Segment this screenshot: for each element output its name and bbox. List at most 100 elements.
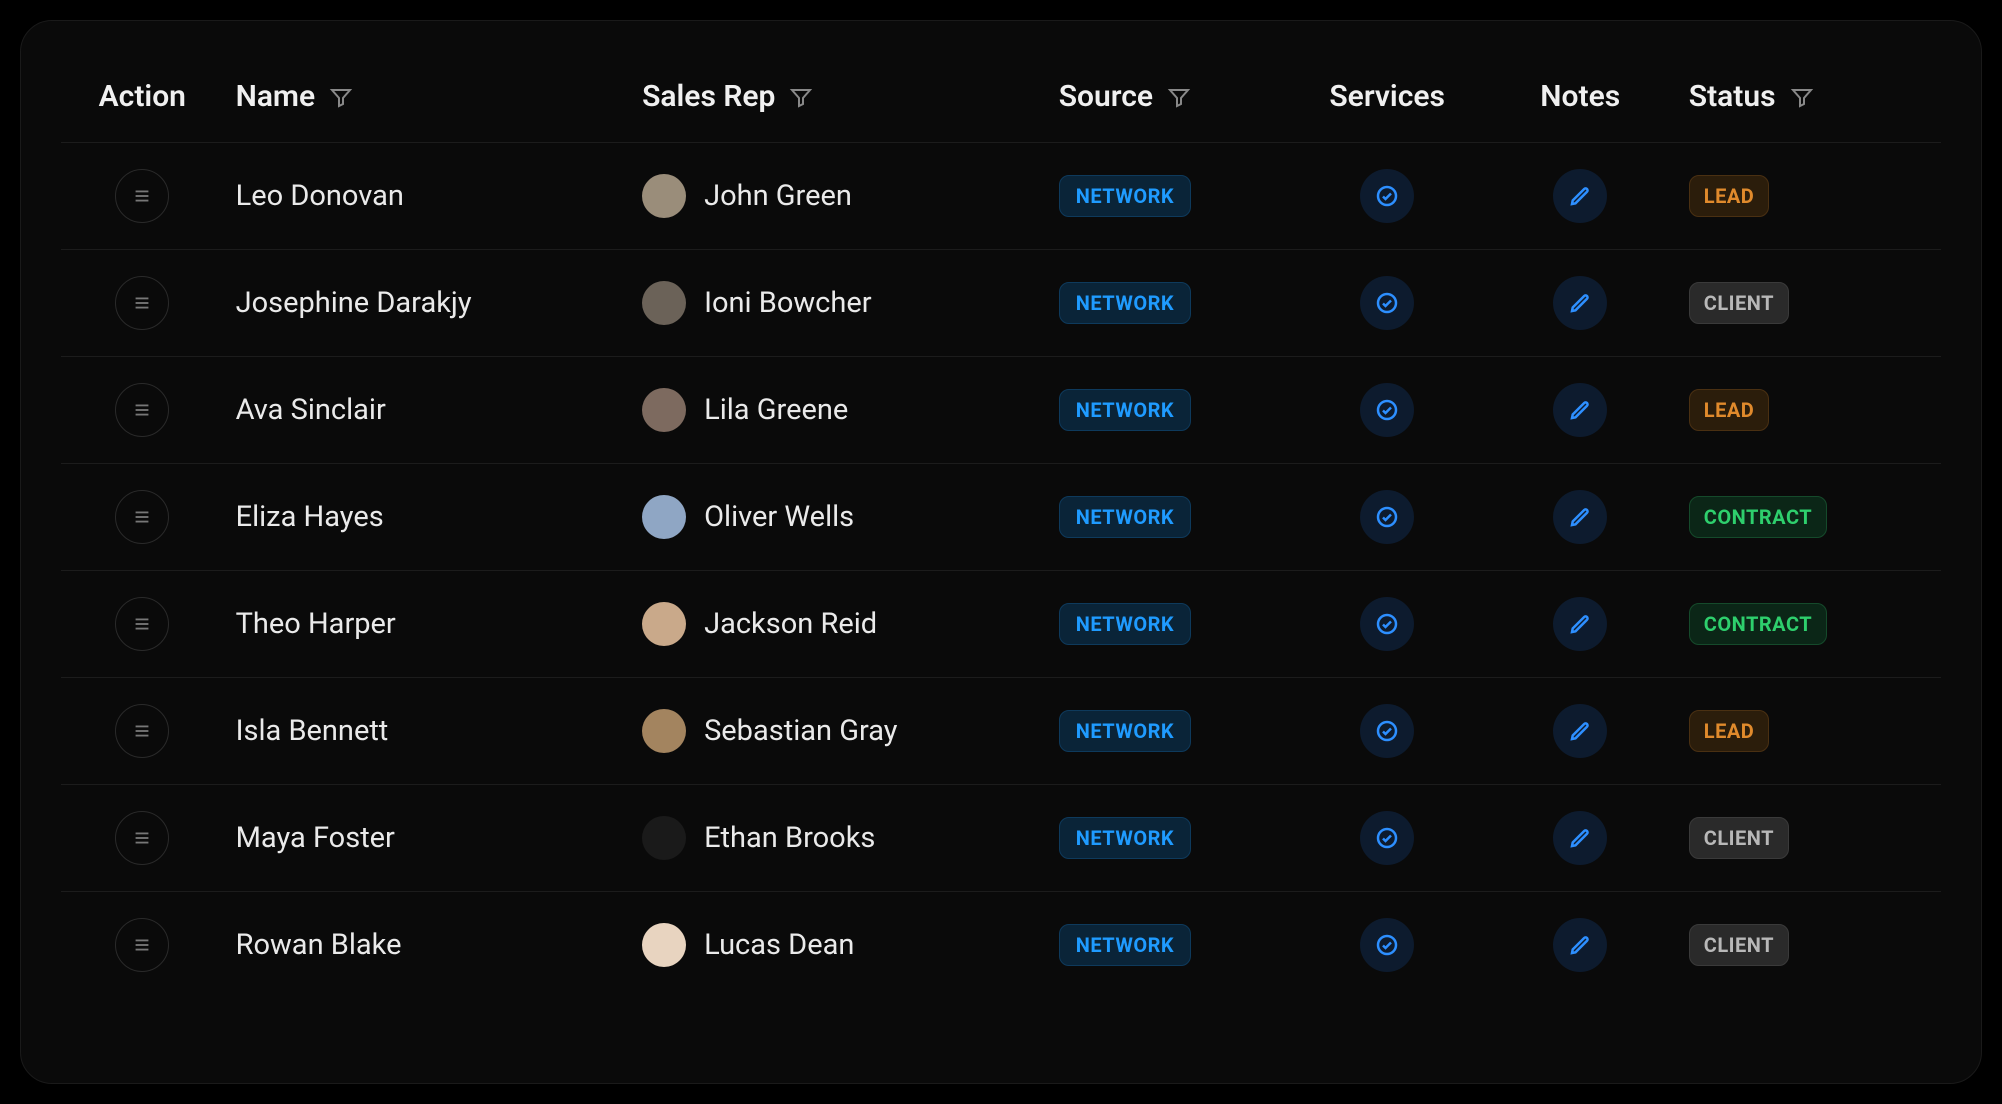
check-circle-icon [1375, 505, 1399, 529]
source-badge: NETWORK [1059, 603, 1191, 645]
source-badge: NETWORK [1059, 282, 1191, 324]
menu-icon [131, 399, 153, 421]
services-button[interactable] [1360, 918, 1414, 972]
pencil-icon [1568, 184, 1592, 208]
notes-button[interactable] [1553, 490, 1607, 544]
leads-table: Action Name Sales Rep Source [61, 61, 1941, 998]
check-circle-icon [1375, 612, 1399, 636]
col-header-notes: Notes [1484, 61, 1677, 143]
row-action-button[interactable] [115, 597, 169, 651]
notes-button[interactable] [1553, 276, 1607, 330]
pencil-icon [1568, 505, 1592, 529]
col-header-source[interactable]: Source [1047, 61, 1291, 143]
col-header-status[interactable]: Status [1677, 61, 1941, 143]
services-button[interactable] [1360, 811, 1414, 865]
sales-rep-cell: Sebastian Gray [642, 709, 1035, 753]
lead-name: Ava Sinclair [236, 393, 386, 427]
sales-rep-name: Ioni Bowcher [704, 286, 871, 320]
table-row: Isla Bennett Sebastian Gray NETWORK [61, 678, 1941, 785]
avatar [642, 495, 686, 539]
status-badge: CONTRACT [1689, 496, 1827, 538]
row-action-button[interactable] [115, 918, 169, 972]
pencil-icon [1568, 719, 1592, 743]
table-row: Josephine Darakjy Ioni Bowcher NETWORK [61, 250, 1941, 357]
avatar [642, 923, 686, 967]
sales-rep-cell: Lila Greene [642, 388, 1035, 432]
sales-rep-cell: Jackson Reid [642, 602, 1035, 646]
row-action-button[interactable] [115, 169, 169, 223]
lead-name: Theo Harper [236, 607, 396, 641]
lead-name: Maya Foster [236, 821, 395, 855]
col-header-label: Services [1329, 79, 1445, 114]
services-button[interactable] [1360, 490, 1414, 544]
sales-rep-cell: Oliver Wells [642, 495, 1035, 539]
col-header-salesrep[interactable]: Sales Rep [630, 61, 1047, 143]
filter-icon [789, 85, 813, 109]
notes-button[interactable] [1553, 597, 1607, 651]
table-row: Eliza Hayes Oliver Wells NETWORK [61, 464, 1941, 571]
notes-button[interactable] [1553, 918, 1607, 972]
menu-icon [131, 185, 153, 207]
source-badge: NETWORK [1059, 710, 1191, 752]
sales-rep-cell: Lucas Dean [642, 923, 1035, 967]
col-header-label: Notes [1540, 79, 1620, 114]
col-header-name[interactable]: Name [224, 61, 630, 143]
menu-icon [131, 613, 153, 635]
sales-rep-name: Lucas Dean [704, 928, 854, 962]
leads-table-panel: Action Name Sales Rep Source [20, 20, 1982, 1084]
lead-name: Eliza Hayes [236, 500, 384, 534]
pencil-icon [1568, 826, 1592, 850]
sales-rep-name: Oliver Wells [704, 500, 854, 534]
col-header-label: Source [1059, 79, 1153, 114]
notes-button[interactable] [1553, 169, 1607, 223]
col-header-label: Status [1689, 79, 1776, 114]
sales-rep-name: Lila Greene [704, 393, 848, 427]
source-badge: NETWORK [1059, 817, 1191, 859]
col-header-action: Action [61, 61, 224, 143]
services-button[interactable] [1360, 704, 1414, 758]
row-action-button[interactable] [115, 811, 169, 865]
filter-icon [329, 85, 353, 109]
notes-button[interactable] [1553, 383, 1607, 437]
lead-name: Leo Donovan [236, 179, 404, 213]
pencil-icon [1568, 398, 1592, 422]
services-button[interactable] [1360, 276, 1414, 330]
row-action-button[interactable] [115, 490, 169, 544]
check-circle-icon [1375, 398, 1399, 422]
check-circle-icon [1375, 184, 1399, 208]
table-row: Leo Donovan John Green NETWORK [61, 143, 1941, 250]
notes-button[interactable] [1553, 704, 1607, 758]
table-row: Theo Harper Jackson Reid NETWORK [61, 571, 1941, 678]
source-badge: NETWORK [1059, 389, 1191, 431]
sales-rep-name: Sebastian Gray [704, 714, 897, 748]
services-button[interactable] [1360, 383, 1414, 437]
menu-icon [131, 292, 153, 314]
menu-icon [131, 720, 153, 742]
lead-name: Rowan Blake [236, 928, 402, 962]
services-button[interactable] [1360, 169, 1414, 223]
row-action-button[interactable] [115, 383, 169, 437]
table-row: Ava Sinclair Lila Greene NETWORK [61, 357, 1941, 464]
col-header-label: Sales Rep [642, 79, 775, 114]
pencil-icon [1568, 291, 1592, 315]
check-circle-icon [1375, 826, 1399, 850]
sales-rep-cell: Ethan Brooks [642, 816, 1035, 860]
filter-icon [1167, 85, 1191, 109]
row-action-button[interactable] [115, 276, 169, 330]
avatar [642, 388, 686, 432]
status-badge: CLIENT [1689, 817, 1789, 859]
table-row: Rowan Blake Lucas Dean NETWORK [61, 892, 1941, 999]
sales-rep-name: Ethan Brooks [704, 821, 875, 855]
menu-icon [131, 827, 153, 849]
status-badge: LEAD [1689, 175, 1770, 217]
status-badge: CLIENT [1689, 924, 1789, 966]
source-badge: NETWORK [1059, 496, 1191, 538]
status-badge: LEAD [1689, 389, 1770, 431]
check-circle-icon [1375, 933, 1399, 957]
lead-name: Isla Bennett [236, 714, 389, 748]
services-button[interactable] [1360, 597, 1414, 651]
avatar [642, 816, 686, 860]
notes-button[interactable] [1553, 811, 1607, 865]
status-badge: CONTRACT [1689, 603, 1827, 645]
row-action-button[interactable] [115, 704, 169, 758]
